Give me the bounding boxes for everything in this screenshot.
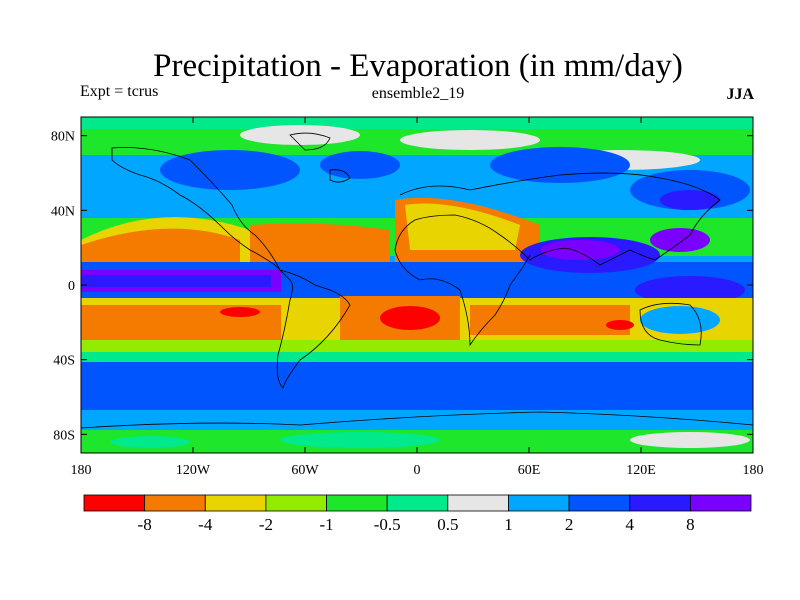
colorbar-label: -1 — [319, 515, 333, 534]
colorbar-label: -0.5 — [374, 515, 401, 534]
colorbar-swatch — [689, 494, 752, 512]
ensemble-label: ensemble2_19 — [371, 85, 465, 102]
season-label: JJA — [726, 86, 754, 103]
longitude-ticks: 180 120W 60W 0 60E 120E 180 — [71, 117, 764, 478]
colorbar-swatch — [568, 494, 631, 512]
lat-tick-label: 40S — [53, 354, 75, 369]
colorbar-swatch — [265, 494, 327, 512]
colorbar-swatch — [144, 494, 206, 512]
colorbar-label: 8 — [686, 515, 695, 534]
lon-tick-label: 180 — [71, 463, 92, 478]
colorbar-swatch — [326, 494, 388, 512]
colorbar-label: -8 — [138, 515, 152, 534]
colorbar-swatch — [629, 494, 691, 512]
colorbar-label: 4 — [625, 515, 634, 534]
lon-tick-label: 0 — [414, 463, 421, 478]
colorbar-swatch — [83, 494, 146, 512]
colorbar-label: 2 — [565, 515, 574, 534]
latitude-ticks: 80N 40N 0 40S 80S — [51, 130, 753, 443]
lon-tick-label: 120E — [626, 463, 656, 478]
colorbar-label: 0.5 — [437, 515, 458, 534]
colorbar: -8 -4 -2 -1 -0.5 0.5 1 2 4 8 — [83, 494, 752, 534]
lat-tick-label: 80N — [51, 130, 75, 145]
colorbar-swatch — [447, 494, 509, 512]
colorbar-swatch — [204, 494, 267, 512]
lon-tick-label: 60W — [291, 463, 319, 478]
lon-tick-label: 180 — [743, 463, 764, 478]
colorbar-label: -2 — [259, 515, 273, 534]
lon-tick-label: 120W — [176, 463, 211, 478]
lat-tick-label: 80S — [53, 428, 75, 443]
experiment-label: Expt = tcrus — [80, 83, 159, 100]
colorbar-label: 1 — [504, 515, 513, 534]
colorbar-swatch — [508, 494, 570, 512]
pme-field — [81, 117, 753, 453]
coastlines — [81, 132, 753, 429]
chart-title: Precipitation - Evaporation (in mm/day) — [153, 48, 683, 84]
colorbar-label: -4 — [198, 515, 213, 534]
lon-tick-label: 60E — [518, 463, 541, 478]
colorbar-swatch — [386, 494, 449, 512]
lat-tick-label: 40N — [51, 204, 75, 219]
lat-tick-label: 0 — [68, 279, 75, 294]
